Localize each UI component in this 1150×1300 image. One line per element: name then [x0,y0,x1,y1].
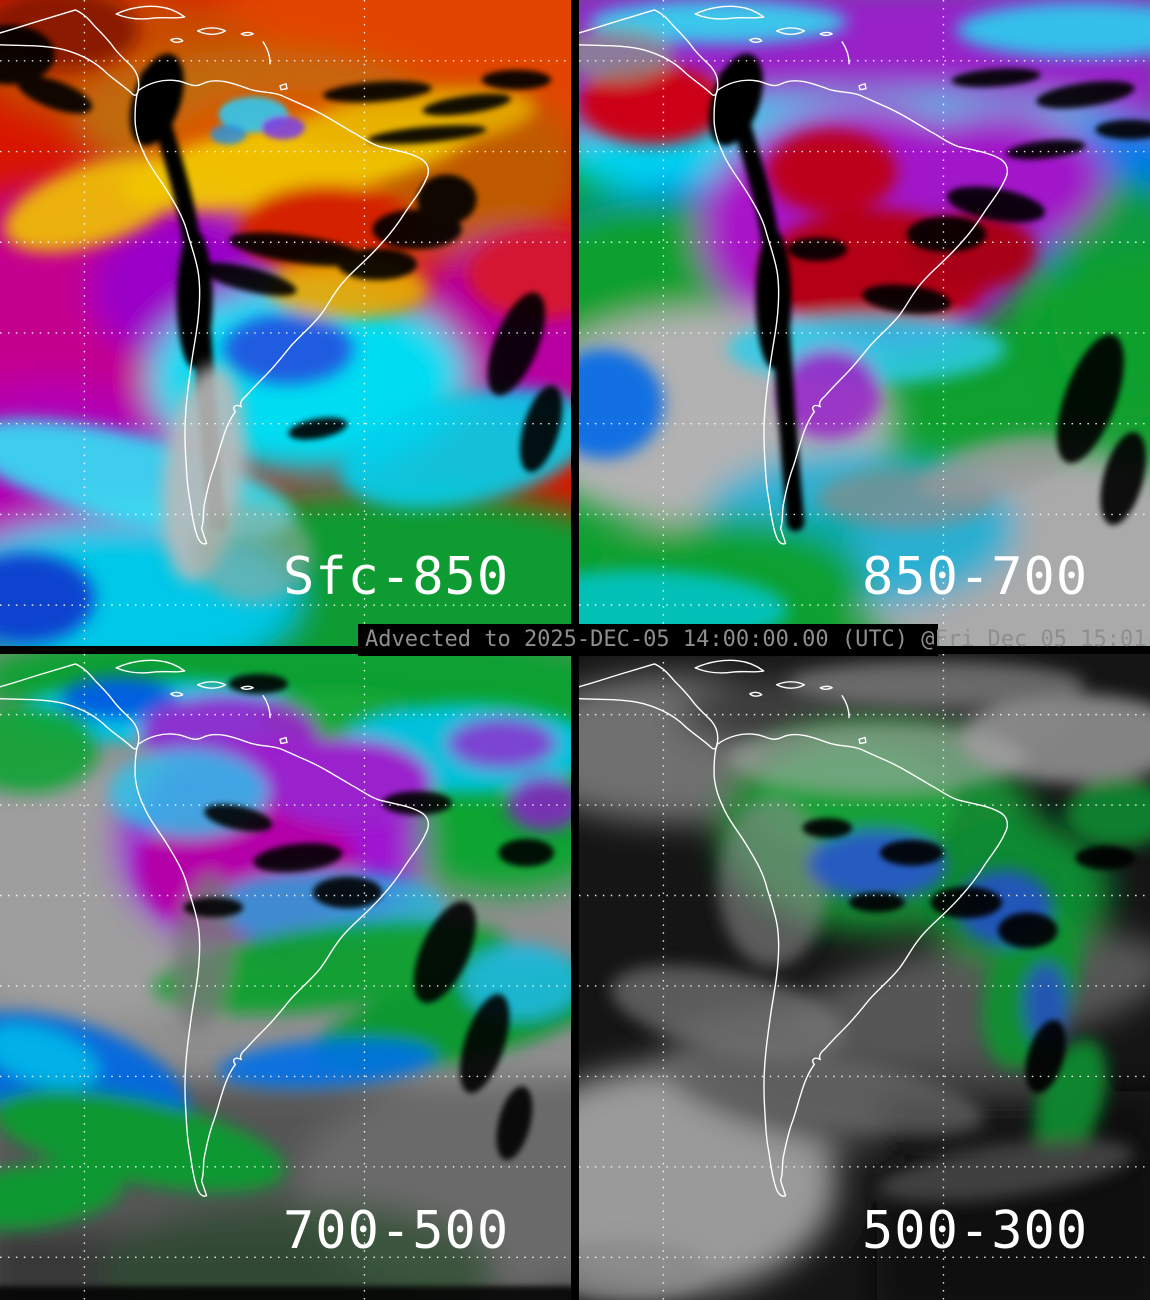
layer-label-700-500: 700-500 [283,1201,510,1261]
850-700-imagery [579,0,1150,648]
panel-sfc-850: Sfc-850 [0,0,571,648]
layer-label-850-700: 850-700 [862,547,1089,607]
panel-700-500: 700-500 [0,654,571,1300]
700-500-imagery [0,654,571,1300]
panel-500-300: 500-300 [579,654,1150,1300]
sfc-850-imagery [0,0,571,648]
layer-label-sfc-850: Sfc-850 [283,547,510,607]
panel-850-700: 850-700 [579,0,1150,648]
timestamp-band [358,624,938,656]
advected-timestamp: Advected to 2025-DEC-05 14:00:00.00 (UTC… [365,627,1147,652]
layer-label-500-300: 500-300 [862,1201,1089,1261]
500-300-imagery [579,654,1150,1300]
